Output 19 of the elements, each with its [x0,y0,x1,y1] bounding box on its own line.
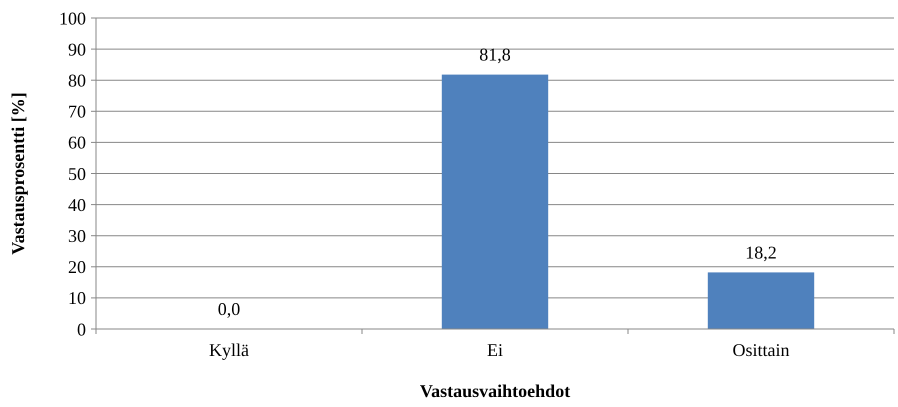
y-tick-label: 30 [68,226,86,246]
y-tick-label: 100 [59,8,86,28]
x-axis-title: Vastausvaihtoehdot [420,381,570,401]
x-tick-label: Osittain [732,340,790,360]
y-tick-label: 0 [77,319,86,340]
x-tick-label: Ei [487,340,503,360]
y-tick-label: 10 [68,288,86,308]
data-label: 81,8 [479,44,511,65]
y-tick-label: 40 [68,194,86,215]
y-tick-label: 20 [68,257,86,278]
y-axis-title: Vastausprosentti [%] [8,92,28,255]
y-tick-label: 50 [68,164,86,184]
y-tick-label: 90 [68,39,86,60]
y-tick-label: 60 [68,132,86,153]
data-label: 18,2 [745,242,777,262]
x-tick-label: Kyllä [209,340,249,360]
y-tick-label: 80 [68,70,86,90]
y-tick-label: 70 [68,102,86,122]
data-label: 0,0 [218,299,240,319]
